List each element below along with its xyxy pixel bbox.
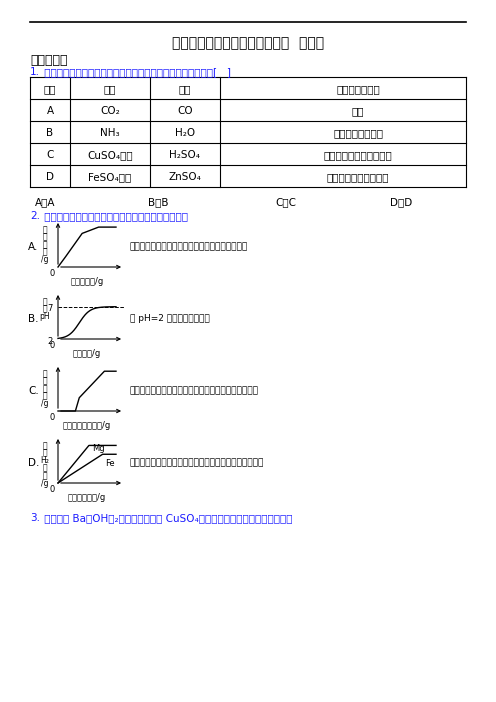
Text: /g: /g bbox=[41, 479, 49, 487]
Text: 铁粉的质量/g: 铁粉的质量/g bbox=[70, 277, 104, 286]
Text: 杂质: 杂质 bbox=[179, 84, 191, 94]
Text: A: A bbox=[47, 106, 54, 116]
Text: NH₃: NH₃ bbox=[100, 128, 120, 138]
Text: 向 pH=2 的盐酸中加水稀释: 向 pH=2 的盐酸中加水稀释 bbox=[130, 314, 210, 323]
Text: 加入过量的铁粉，过滤: 加入过量的铁粉，过滤 bbox=[327, 172, 389, 182]
Text: 量: 量 bbox=[43, 471, 47, 480]
Text: CO₂: CO₂ bbox=[100, 106, 120, 116]
Text: 溶: 溶 bbox=[43, 225, 47, 234]
Text: A．A: A．A bbox=[35, 197, 56, 207]
Text: 0: 0 bbox=[50, 269, 55, 278]
Text: 下列所示的四个图像，能正确反映对应变化关系的是: 下列所示的四个图像，能正确反映对应变化关系的是 bbox=[41, 211, 188, 221]
Text: Mg: Mg bbox=[92, 444, 105, 453]
Text: 向一定量 Ba（OH）₂溶液中逐渐加入 CuSO₄溶液至过量，则下列图像正确的是: 向一定量 Ba（OH）₂溶液中逐渐加入 CuSO₄溶液至过量，则下列图像正确的是 bbox=[41, 513, 293, 523]
Text: 氢氧化钠溶液质量/g: 氢氧化钠溶液质量/g bbox=[63, 421, 111, 430]
Text: C.: C. bbox=[28, 386, 39, 396]
Text: 西安爱知初级中学中考化学试题  含答案: 西安爱知初级中学中考化学试题 含答案 bbox=[172, 36, 324, 50]
Text: 3.: 3. bbox=[30, 513, 40, 523]
Text: 淀: 淀 bbox=[43, 376, 47, 385]
Text: 沉: 沉 bbox=[43, 369, 47, 378]
Text: 2: 2 bbox=[48, 337, 53, 346]
Text: 量: 量 bbox=[43, 248, 47, 256]
Text: 1.: 1. bbox=[30, 67, 40, 77]
Text: 水的质量/g: 水的质量/g bbox=[73, 349, 101, 358]
Text: B: B bbox=[47, 128, 54, 138]
Text: 生: 生 bbox=[43, 441, 47, 450]
Text: 稀硫酸的质量/g: 稀硫酸的质量/g bbox=[68, 493, 106, 502]
Text: 液: 液 bbox=[43, 232, 47, 241]
Text: /g: /g bbox=[41, 255, 49, 264]
Text: 质: 质 bbox=[43, 384, 47, 393]
Text: 除去下列物质中的少量杂质，所用试剂和操作方法都正确的是[   ]: 除去下列物质中的少量杂质，所用试剂和操作方法都正确的是[ ] bbox=[41, 67, 231, 77]
Text: 0: 0 bbox=[50, 485, 55, 494]
Text: Fe: Fe bbox=[106, 459, 115, 468]
Text: D.: D. bbox=[28, 458, 39, 468]
Text: D: D bbox=[46, 172, 54, 182]
Text: CO: CO bbox=[177, 106, 193, 116]
Text: 溶: 溶 bbox=[43, 297, 47, 306]
Text: 向一定量的含有盐酸的氯化铜溶液中滴加氢氧化钠溶液: 向一定量的含有盐酸的氯化铜溶液中滴加氢氧化钠溶液 bbox=[130, 386, 259, 395]
Text: CuSO₄溶液: CuSO₄溶液 bbox=[87, 150, 133, 160]
Text: 向一定量的硝酸铜和硝酸铁的混合溶液中加入铁粉: 向一定量的硝酸铜和硝酸铁的混合溶液中加入铁粉 bbox=[130, 242, 248, 251]
Text: 7: 7 bbox=[48, 304, 53, 312]
Text: 液: 液 bbox=[43, 305, 47, 314]
Text: C．C: C．C bbox=[275, 197, 296, 207]
Text: pH: pH bbox=[40, 312, 50, 321]
Text: H₂O: H₂O bbox=[175, 128, 195, 138]
Text: /g: /g bbox=[41, 399, 49, 408]
Text: H₂: H₂ bbox=[41, 456, 50, 465]
Text: H₂SO₄: H₂SO₄ bbox=[170, 150, 200, 160]
Text: C: C bbox=[46, 150, 54, 160]
Text: 点燃: 点燃 bbox=[352, 106, 364, 116]
Text: FeSO₄溶液: FeSO₄溶液 bbox=[88, 172, 131, 182]
Text: D．D: D．D bbox=[390, 197, 412, 207]
Text: 等质量的镁和铁分别与等质量、等浓度是量的稀硫酸反应: 等质量的镁和铁分别与等质量、等浓度是量的稀硫酸反应 bbox=[130, 458, 264, 467]
Text: 0: 0 bbox=[50, 341, 55, 350]
Text: B．B: B．B bbox=[148, 197, 169, 207]
Text: ZnSO₄: ZnSO₄ bbox=[169, 172, 201, 182]
Text: B.: B. bbox=[28, 314, 39, 324]
Text: 质: 质 bbox=[43, 240, 47, 249]
Text: 2.: 2. bbox=[30, 211, 40, 221]
Text: 加入过量的氧化铜，过滤: 加入过量的氧化铜，过滤 bbox=[323, 150, 392, 160]
Text: A.: A. bbox=[28, 242, 38, 252]
Text: 选项: 选项 bbox=[44, 84, 56, 94]
Text: 0: 0 bbox=[50, 413, 55, 422]
Text: 通过足量的浓硫酸: 通过足量的浓硫酸 bbox=[333, 128, 383, 138]
Text: 一、选择题: 一、选择题 bbox=[30, 54, 67, 67]
Text: 质: 质 bbox=[43, 463, 47, 472]
Text: 成: 成 bbox=[43, 449, 47, 458]
Text: 试剂和操作方法: 试剂和操作方法 bbox=[336, 84, 380, 94]
Text: 量: 量 bbox=[43, 392, 47, 401]
Text: 物质: 物质 bbox=[104, 84, 116, 94]
